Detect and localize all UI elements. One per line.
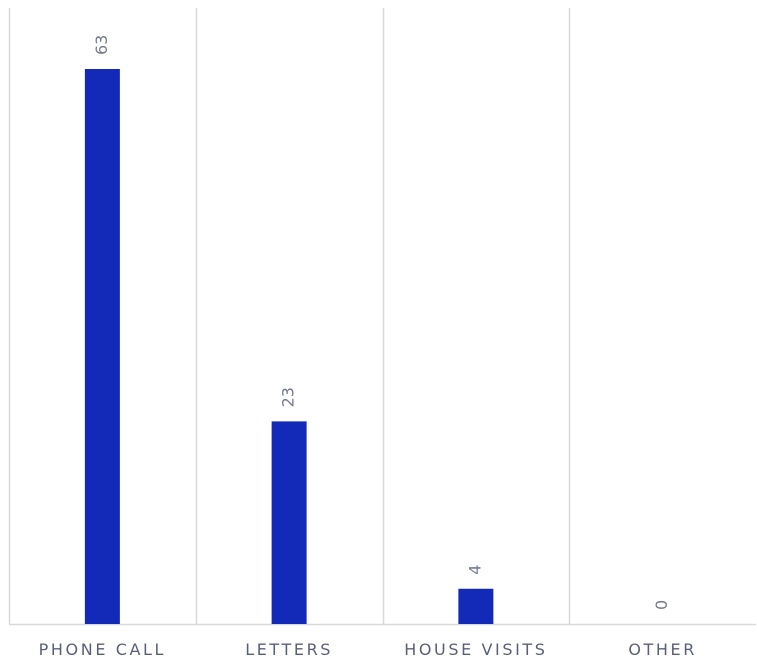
category-label-house-visits: HOUSE VISITS <box>404 640 547 659</box>
category-label-letters: LETTERS <box>245 640 333 659</box>
bar-house-visits <box>458 588 494 624</box>
data-label-phone-call: 63 <box>92 35 111 55</box>
category-label-other: OTHER <box>628 640 697 659</box>
bars-layer <box>84 69 494 624</box>
data-label-letters: 23 <box>279 387 298 407</box>
category-label-phone-call: PHONE CALL <box>39 640 166 659</box>
bar-letters <box>271 421 307 624</box>
data-label-other: 0 <box>652 600 671 610</box>
grid-layer <box>8 8 756 626</box>
data-labels-layer: 63 23 4 0 <box>92 35 671 610</box>
data-label-house-visits: 4 <box>465 565 484 575</box>
category-labels-layer: PHONE CALL LETTERS HOUSE VISITS OTHER <box>39 640 697 659</box>
bar-phone-call <box>84 69 120 624</box>
